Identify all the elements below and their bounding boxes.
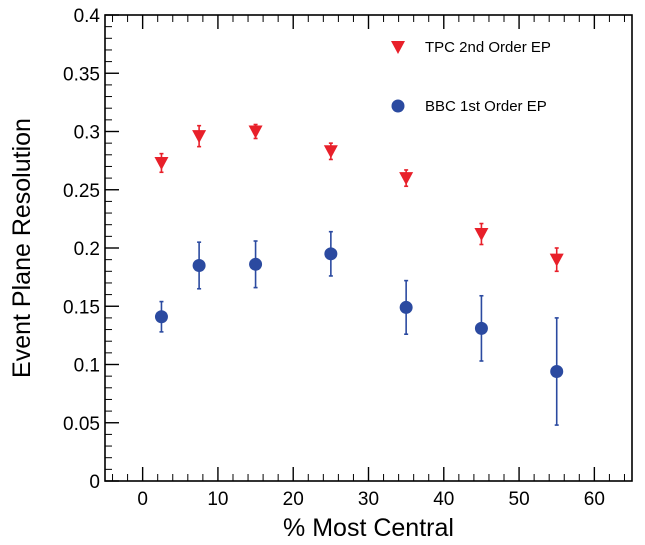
data-point <box>474 321 488 335</box>
x-tick-label: 0 <box>137 489 148 510</box>
legend-marker <box>391 41 405 54</box>
data-point <box>550 364 564 378</box>
y-tick-label: 0.1 <box>74 356 100 377</box>
x-axis-ticks: 0 10 20 30 40 50 60 <box>137 15 605 510</box>
series-layer <box>154 123 564 426</box>
data-point <box>154 310 168 324</box>
x-tick-label: 10 <box>207 489 228 510</box>
data-point <box>549 253 564 267</box>
data-point <box>192 258 206 272</box>
x-axis-title: % Most Central <box>283 514 454 542</box>
y-tick-label: 0.3 <box>74 123 100 144</box>
data-point <box>399 300 413 314</box>
legend: TPC 2nd Order EP BBC 1st Order EP <box>391 39 551 115</box>
x-tick-label: 20 <box>283 489 304 510</box>
y-tick-label: 0.4 <box>74 6 101 27</box>
series-2 <box>154 230 564 426</box>
y-axis-title: Event Plane Resolution <box>8 118 36 378</box>
y-tick-label: 0.25 <box>63 181 100 202</box>
plot-frame <box>104 14 633 482</box>
data-point <box>248 125 263 139</box>
y-axis-ticks: 0 0.05 0.1 0.15 0.2 0.25 0.3 0.35 0.4 <box>63 6 119 493</box>
y-tick-label: 0.35 <box>63 64 100 85</box>
data-point <box>249 257 263 271</box>
legend-label: TPC 2nd Order EP <box>425 39 551 56</box>
y-tick-label: 0.15 <box>63 297 100 318</box>
x-tick-label: 50 <box>509 489 530 510</box>
x-tick-label: 30 <box>358 489 379 510</box>
y-tick-label: 0 <box>89 472 100 493</box>
y-tick-label: 0.05 <box>63 414 100 435</box>
y-tick-label: 0.2 <box>74 239 100 260</box>
data-point <box>399 172 414 186</box>
data-point <box>474 228 489 242</box>
legend-marker <box>391 99 405 113</box>
x-tick-label: 60 <box>584 489 605 510</box>
legend-label: BBC 1st Order EP <box>425 98 547 115</box>
data-point <box>154 156 169 170</box>
x-tick-label: 40 <box>433 489 454 510</box>
data-point <box>192 130 207 144</box>
data-point <box>324 247 338 261</box>
series-1 <box>154 123 564 273</box>
minor-ticks <box>105 15 625 481</box>
data-point <box>323 145 338 159</box>
